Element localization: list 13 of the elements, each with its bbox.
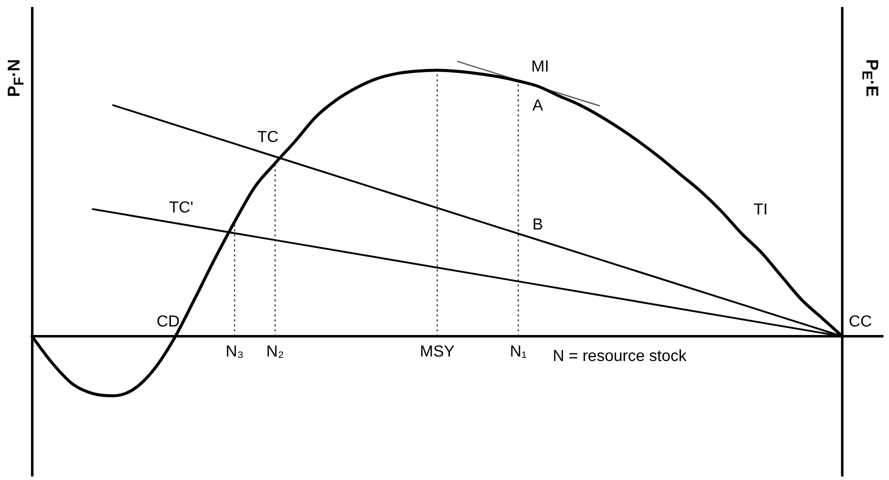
x-axis-title: N = resource stock [552, 348, 688, 365]
annotation: MI [531, 58, 550, 76]
x-tick-label: N₁ [510, 343, 527, 360]
x-tick-label: N₂ [266, 343, 284, 360]
annotation: CD [156, 314, 180, 331]
annotation: TI [754, 201, 768, 218]
x-tick-label: MSY [420, 343, 455, 360]
annotation: A [532, 97, 544, 114]
annotation: TC' [168, 199, 194, 216]
annotation: CC [848, 314, 872, 331]
annotation: B [532, 216, 544, 234]
annotation: TC [257, 129, 279, 146]
x-tick-label: N₃ [226, 343, 244, 360]
